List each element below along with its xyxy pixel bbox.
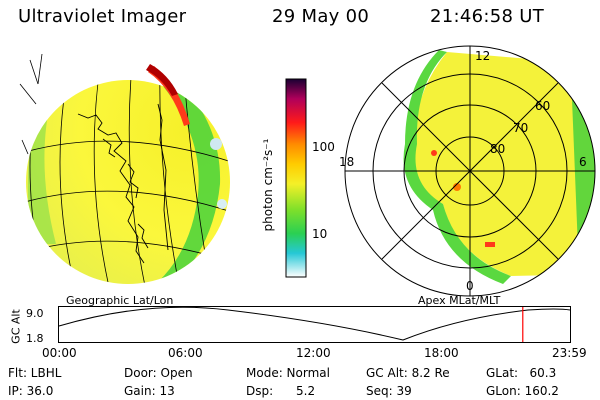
- colorbar: [285, 78, 307, 278]
- filter-status: Flt: LBHL: [8, 366, 62, 380]
- time-tick-0: 00:00: [42, 346, 77, 360]
- altitude-ylabel: GC Alt: [9, 309, 23, 344]
- instrument-title: Ultraviolet Imager: [18, 6, 187, 27]
- mlat-80-label: 80: [490, 142, 505, 156]
- colorbar-unit-label: photon cm⁻²s⁻¹: [261, 138, 275, 232]
- date-label: 29 May 00: [272, 6, 370, 27]
- mlt-6-label: 6: [579, 155, 587, 169]
- mlt-18-label: 18: [339, 155, 354, 169]
- time-tick-1: 06:00: [168, 346, 203, 360]
- time-tick-4: 23:59: [552, 346, 587, 360]
- mode-status: Mode: Normal: [246, 366, 330, 380]
- colorbar-tick-100: 100: [312, 140, 335, 154]
- altitude-curve: [58, 306, 571, 341]
- ip-status: IP: 36.0: [8, 384, 54, 398]
- seq-status: Seq: 39: [366, 384, 412, 398]
- geographic-image-panel: [19, 53, 230, 284]
- gc-alt-status: GC Alt: 8.2 Re: [366, 366, 450, 380]
- time-tick-2: 12:00: [296, 346, 331, 360]
- colorbar-tick-10: 10: [312, 227, 328, 241]
- altitude-plot: [58, 306, 571, 343]
- coastline: [77, 103, 169, 264]
- polar-emission: [412, 52, 595, 276]
- altitude-ymin: 1.8: [26, 332, 44, 345]
- door-status: Door: Open: [124, 366, 193, 380]
- right-panel-caption: Apex MLat/MLT: [418, 294, 501, 307]
- altitude-ymax: 9.0: [26, 307, 44, 320]
- aurora-bright-spot: [148, 66, 190, 126]
- mlat-70-label: 70: [513, 121, 528, 135]
- polar-image-panel: 12 18 6 0 60 70 80: [339, 45, 596, 297]
- time-tick-3: 18:00: [424, 346, 459, 360]
- left-panel-caption: Geographic Lat/Lon: [66, 294, 174, 307]
- mlt-0-label: 0: [466, 279, 474, 293]
- time-label: 21:46:58 UT: [430, 6, 545, 27]
- glat-status: GLat: 60.3: [486, 366, 557, 380]
- gain-status: Gain: 13: [124, 384, 175, 398]
- dsp-status: Dsp: 5.2: [246, 384, 316, 398]
- glon-status: GLon: 160.2: [486, 384, 559, 398]
- mlat-60-label: 60: [535, 99, 550, 113]
- mlt-12-label: 12: [475, 49, 490, 63]
